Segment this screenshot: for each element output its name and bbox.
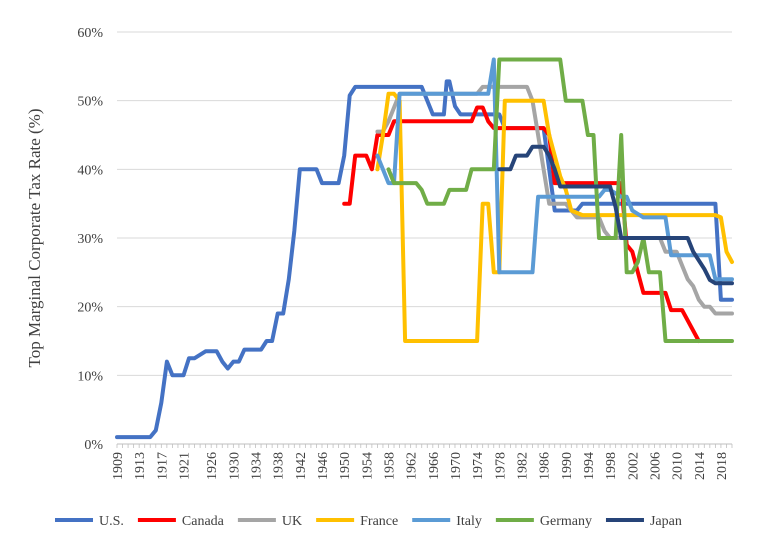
x-tick-label: 1958: [382, 452, 397, 480]
legend: U.S. Canada UK France Italy Germany Japan: [55, 514, 682, 529]
x-tick-label: 1921: [177, 452, 192, 480]
x-tick-label: 1926: [205, 452, 220, 480]
y-axis-ticks: 0% 10% 20% 30% 40% 50% 60%: [77, 26, 103, 453]
y-tick-label: 60%: [77, 26, 103, 41]
x-tick-label: 2010: [671, 452, 686, 480]
x-tick-label: 1946: [316, 452, 331, 480]
x-tick-label: 1938: [272, 452, 287, 480]
y-axis-title: Top Marginal Corporate Tax Rate (%): [25, 108, 44, 367]
x-tick-label: 1966: [427, 452, 442, 480]
y-tick-label: 10%: [77, 369, 103, 384]
x-tick-label: 1909: [111, 452, 126, 480]
series-lines: [115, 57, 734, 440]
x-tick-label: 1986: [538, 452, 553, 480]
series-line-canada: [342, 105, 701, 343]
y-tick-label: 50%: [77, 95, 103, 110]
x-tick-label: 1917: [155, 452, 170, 480]
series-line-italy: [375, 57, 734, 282]
series-line-japan: [497, 144, 734, 286]
series-line-germany: [386, 57, 734, 343]
x-tick-label: 1970: [449, 452, 464, 480]
y-tick-label: 20%: [77, 301, 103, 316]
x-tick-label: 1934: [250, 452, 265, 480]
legend-item-germany: Germany: [495, 514, 592, 529]
legend-label: Japan: [650, 514, 682, 529]
legend-label: Germany: [540, 514, 592, 529]
legend-label: UK: [282, 514, 302, 529]
x-tick-label: 1962: [405, 452, 420, 480]
legend-item-canada: Canada: [137, 514, 225, 529]
legend-label: France: [360, 514, 398, 529]
x-tick-label: 1978: [493, 452, 508, 480]
legend-item-us: U.S.: [55, 514, 124, 529]
legend-item-japan: Japan: [605, 514, 682, 529]
x-tick-label: 1954: [360, 452, 375, 480]
x-tick-label: 1994: [582, 452, 597, 480]
x-tick-label: 2006: [648, 452, 663, 480]
x-tick-label: 1942: [294, 452, 309, 480]
series-line-france: [375, 91, 734, 343]
x-tick-label: 2018: [715, 452, 730, 480]
x-tick-label: 1998: [604, 452, 619, 480]
legend-item-france: France: [316, 514, 398, 529]
legend-label: Italy: [456, 514, 482, 529]
x-tick-label: 1950: [338, 452, 353, 480]
x-axis: 1909 1913 1917 1921 1926 1930 1934 1938 1942 1946…: [111, 443, 733, 480]
x-tick-label: 1930: [227, 452, 242, 480]
x-tick-label: 1982: [515, 452, 530, 480]
x-tick-label: 2002: [626, 452, 641, 480]
y-tick-label: 30%: [77, 232, 103, 247]
legend-label: Canada: [182, 514, 225, 529]
y-tick-label: 0%: [84, 438, 103, 453]
x-tick-label: 2014: [693, 452, 708, 480]
legend-item-uk: UK: [237, 514, 302, 529]
legend-label: U.S.: [99, 514, 124, 529]
x-tick-label: 1990: [560, 452, 575, 480]
y-tick-label: 40%: [77, 163, 103, 178]
legend-item-italy: Italy: [412, 514, 482, 529]
x-tick-label: 1913: [133, 452, 148, 480]
x-tick-label: 1974: [471, 452, 486, 480]
gridlines: [117, 31, 732, 376]
